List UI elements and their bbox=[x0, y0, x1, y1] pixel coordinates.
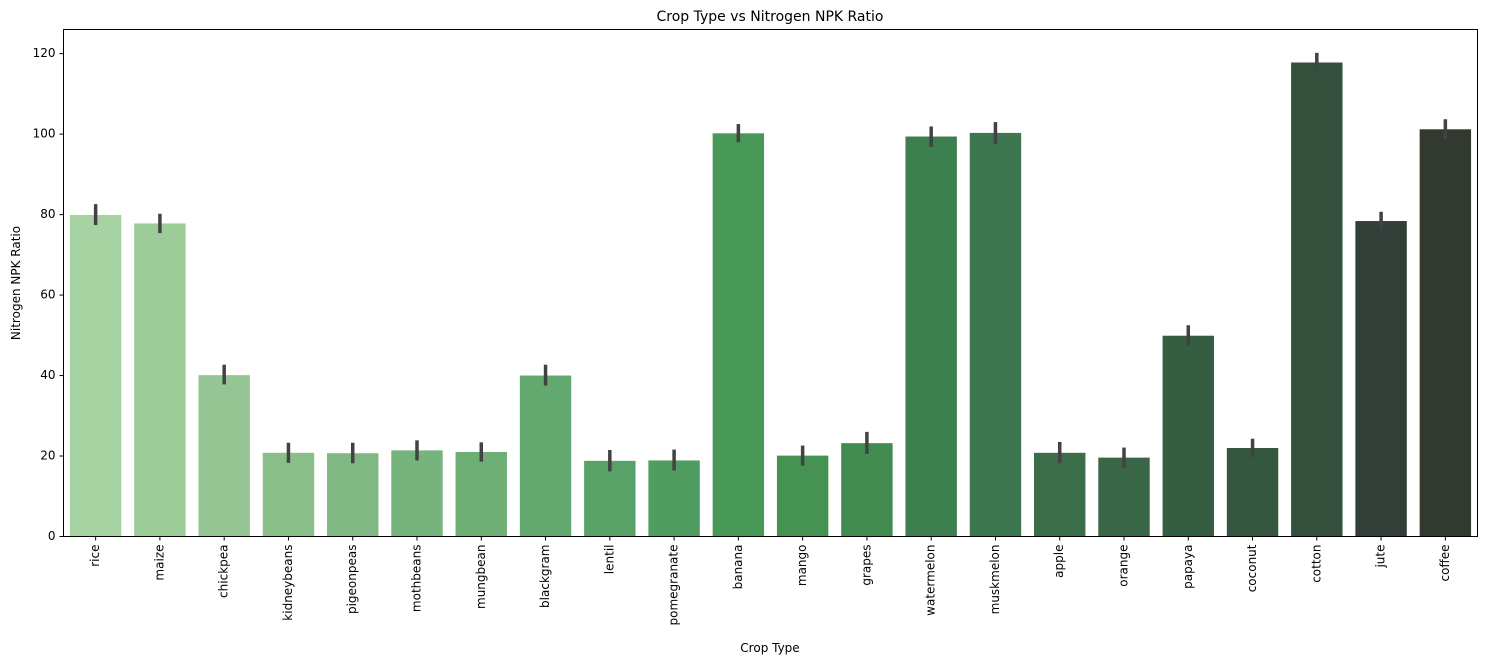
x-tick-label-jute: jute bbox=[1374, 545, 1388, 569]
bar-blackgram bbox=[519, 375, 572, 537]
bar-maize bbox=[134, 223, 186, 537]
bar-mango bbox=[776, 455, 829, 537]
bar-papaya bbox=[1162, 335, 1214, 537]
x-tick-label-rice: rice bbox=[88, 545, 102, 567]
x-tick-label-orange: orange bbox=[1117, 545, 1131, 587]
y-tick-label-80: 80 bbox=[40, 207, 55, 221]
bar-rice bbox=[69, 215, 122, 537]
chart-title: Crop Type vs Nitrogen NPK Ratio bbox=[657, 9, 884, 25]
x-tick-label-maize: maize bbox=[152, 545, 166, 581]
x-tick-label-muskmelon: muskmelon bbox=[988, 545, 1002, 615]
x-tick-label-pigeonpeas: pigeonpeas bbox=[345, 545, 359, 615]
x-tick-label-mungbean: mungbean bbox=[474, 545, 488, 609]
x-tick-label-watermelon: watermelon bbox=[924, 545, 938, 616]
error-bars-group bbox=[93, 52, 1448, 472]
plot-frame bbox=[63, 29, 1478, 537]
bar-mothbeans bbox=[391, 450, 443, 537]
bar-mungbean bbox=[455, 452, 507, 537]
x-tick-label-banana: banana bbox=[731, 545, 745, 590]
x-axis: rice maize chickpea kidneybeans pigeonpeas mo… bbox=[88, 536, 1452, 626]
x-tick-label-chickpea: chickpea bbox=[217, 545, 231, 598]
y-tick-label-120: 120 bbox=[33, 46, 56, 60]
x-tick-label-coffee: coffee bbox=[1438, 545, 1452, 582]
bars-group bbox=[69, 62, 1472, 537]
y-axis: 0 20 40 60 80 100 120 bbox=[33, 46, 64, 543]
x-axis-label: Crop Type bbox=[740, 641, 799, 655]
x-tick-label-pomegranate: pomegranate bbox=[667, 545, 681, 626]
x-tick-label-blackgram: blackgram bbox=[538, 545, 552, 608]
bar-chickpea bbox=[198, 375, 250, 537]
x-tick-label-mothbeans: mothbeans bbox=[410, 545, 424, 613]
bar-cotton bbox=[1291, 62, 1343, 537]
bar-lentil bbox=[584, 460, 636, 537]
y-axis-label: Nitrogen NPK Ratio bbox=[9, 226, 23, 340]
x-tick-label-coconut: coconut bbox=[1245, 544, 1259, 592]
x-tick-label-apple: apple bbox=[1052, 545, 1066, 578]
bar-pigeonpeas bbox=[327, 453, 379, 537]
bar-kidneybeans bbox=[262, 452, 315, 537]
y-tick-label-20: 20 bbox=[40, 449, 55, 463]
x-tick-label-papaya: papaya bbox=[1181, 545, 1195, 589]
bar-coffee bbox=[1419, 129, 1472, 537]
bar-orange bbox=[1098, 457, 1150, 537]
bar-banana bbox=[712, 133, 765, 537]
x-tick-label-kidneybeans: kidneybeans bbox=[281, 545, 295, 621]
bar-watermelon bbox=[905, 136, 957, 537]
y-tick-label-60: 60 bbox=[40, 288, 55, 302]
y-tick-label-100: 100 bbox=[33, 127, 56, 141]
bar-coconut bbox=[1226, 447, 1279, 537]
y-tick-label-40: 40 bbox=[40, 368, 55, 382]
bar-grapes bbox=[841, 443, 893, 537]
y-tick-label-0: 0 bbox=[48, 529, 56, 543]
x-tick-label-lentil: lentil bbox=[602, 545, 616, 575]
bar-apple bbox=[1034, 452, 1086, 537]
x-tick-label-grapes: grapes bbox=[859, 545, 873, 586]
x-tick-label-mango: mango bbox=[795, 545, 809, 587]
bar-jute bbox=[1355, 221, 1407, 537]
bar-muskmelon bbox=[969, 132, 1022, 537]
bar-pomegranate bbox=[648, 460, 700, 537]
x-tick-label-cotton: cotton bbox=[1309, 545, 1323, 583]
